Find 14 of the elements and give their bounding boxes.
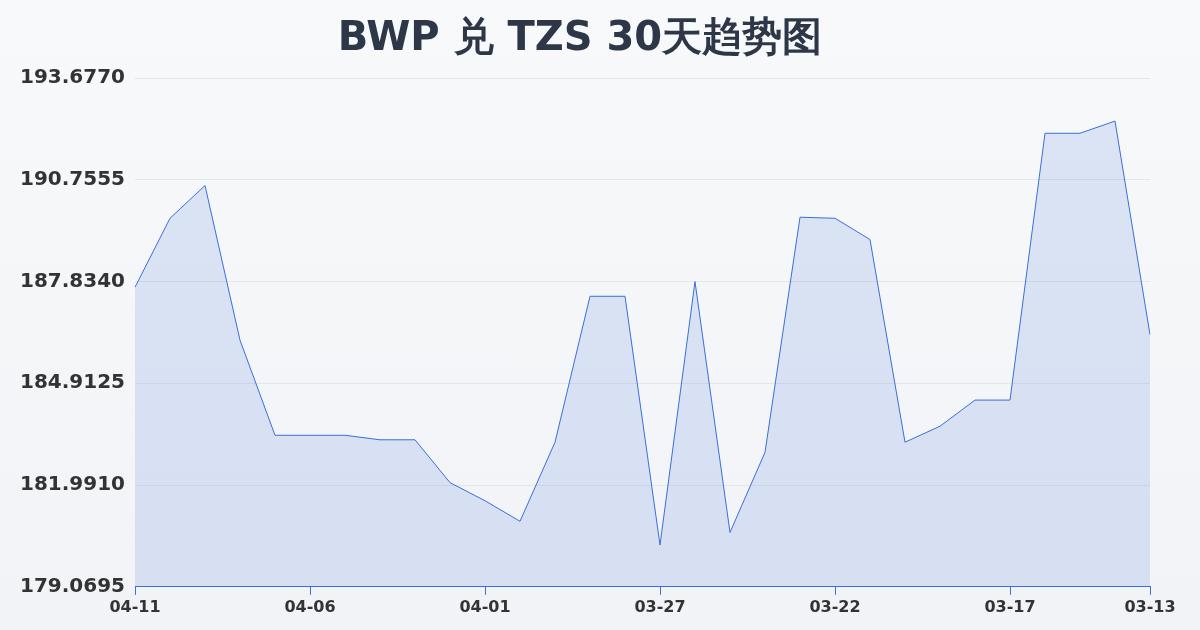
y-tick-label: 193.6770 bbox=[19, 64, 126, 89]
y-tick-label: 187.8340 bbox=[19, 267, 126, 292]
chart-title: BWP 兑 TZS 30天趋势图 bbox=[337, 13, 823, 60]
y-tick-label: 184.9125 bbox=[19, 369, 126, 394]
x-tick-label: 03-22 bbox=[809, 596, 861, 616]
x-tick-label: 04-11 bbox=[109, 596, 161, 616]
x-tick-label: 04-01 bbox=[459, 596, 511, 616]
x-tick-label: 03-27 bbox=[634, 596, 686, 616]
y-tick-label: 181.9910 bbox=[19, 471, 126, 496]
y-tick-label: 190.7555 bbox=[19, 165, 126, 190]
x-tick-label: 04-06 bbox=[284, 596, 336, 616]
y-tick-label: 179.0695 bbox=[19, 573, 126, 597]
x-tick-label: 03-17 bbox=[984, 596, 1036, 616]
x-tick-label: 03-13 bbox=[1124, 596, 1176, 616]
